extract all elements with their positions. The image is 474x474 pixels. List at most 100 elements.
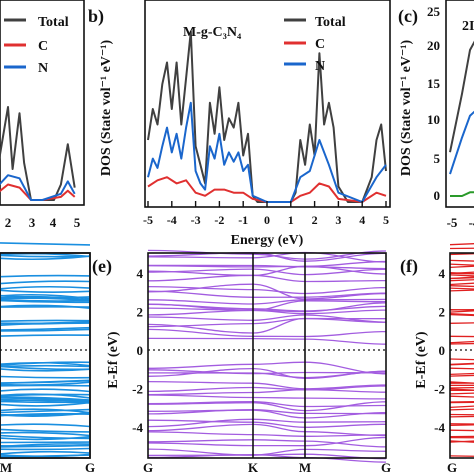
series-a-n-line [0, 174, 76, 201]
panel-e-bg [148, 253, 386, 458]
tick-y-5-0: 4 [439, 266, 446, 281]
tick-b-x-2: -3 [191, 213, 201, 227]
panel-b-xlabel: Energy (eV) [231, 233, 304, 248]
band-f-27 [449, 285, 474, 288]
band-f-0 [449, 310, 474, 313]
panel-d-frame-top [0, 252, 91, 459]
tick-a-x3: 5 [74, 215, 81, 230]
band-d-25 [0, 435, 91, 441]
panel-f-ylabel: E-Ef (eV) [414, 331, 429, 388]
band-d-46 [0, 299, 91, 304]
band-d-44 [0, 242, 91, 246]
tick-b-x-8: 3 [335, 213, 341, 227]
series-c-n-line [449, 110, 474, 175]
band-f-41 [449, 392, 474, 395]
band-e-37 [147, 260, 387, 268]
band-e-17 [147, 439, 387, 448]
tick-b-x-0: -5 [143, 213, 153, 227]
band-d-54 [0, 319, 91, 322]
band-e-26 [147, 314, 387, 323]
band-f-53 [449, 271, 474, 275]
band-f-51 [449, 362, 474, 366]
band-e-0 [147, 361, 387, 375]
tick-c-y0: 0 [434, 188, 441, 203]
tick-b-x-1: -4 [167, 213, 177, 227]
band-e-33 [147, 285, 387, 295]
panel-f: (f) E-Ef (eV) 4 2 0 -2 -4 G [400, 243, 474, 474]
band-e-21 [147, 337, 387, 345]
panel-b-xticks: -5 -4 -3 -2 -1 0 1 2 3 4 5 [143, 201, 389, 227]
band-f-49 [449, 279, 474, 282]
band-d-6 [0, 401, 91, 407]
legend-b-n-text: N [315, 59, 325, 74]
band-f-16 [449, 358, 474, 361]
tick-y-4-2: 0 [137, 343, 144, 358]
series-c-c-line [450, 191, 474, 197]
band-f-28 [449, 253, 474, 256]
band-e-20 [147, 453, 387, 463]
band-e-19 [147, 453, 387, 460]
series-b-n-line [147, 101, 387, 203]
band-f-32 [449, 342, 474, 345]
tick-y-5-4: -4 [434, 420, 445, 435]
panel-f-frame [449, 252, 474, 459]
panel-b: b) DOS (State vol⁻¹ eV⁻¹) M-g-C₃N₄ Total… [88, 0, 391, 248]
panel-e-label: (e) [92, 256, 112, 277]
band-e-29 [147, 303, 387, 312]
tick-a-x0: 2 [5, 215, 12, 230]
tick-y-4-1: 2 [137, 304, 144, 319]
series-a-c-line [0, 183, 76, 201]
legend-b-c-text: C [315, 37, 325, 52]
band-d-18 [0, 434, 91, 440]
band-d-26 [0, 375, 91, 379]
band-e-36 [147, 265, 387, 277]
panel-a-frame [0, 0, 85, 206]
band-e-41 [147, 249, 387, 260]
panel-b-series [147, 30, 387, 203]
tick-c-y20: 20 [427, 38, 440, 53]
band-d-31 [0, 393, 91, 397]
band-f-37 [449, 259, 474, 262]
band-e-22 [147, 328, 387, 338]
band-f-18 [449, 374, 474, 377]
legend-a-n-text: N [38, 61, 48, 76]
band-e-32 [147, 290, 387, 298]
panel-a-series [0, 106, 76, 201]
tick-b-x-4: -1 [238, 213, 248, 227]
band-f-22 [449, 405, 474, 409]
band-f-50 [449, 289, 474, 292]
panel-e-bands [147, 249, 387, 463]
panel-e-ylabel: E-Ef (eV) [106, 331, 121, 388]
panel-c-frame [445, 0, 474, 208]
band-d-47 [0, 294, 91, 299]
band-e-11 [147, 409, 387, 415]
band-e-16 [147, 436, 387, 447]
band-f-11 [449, 408, 474, 411]
panel-d-bands [0, 242, 91, 458]
panel-f-label: (f) [400, 256, 418, 277]
band-d-20 [0, 334, 91, 337]
tick-c-x0: -5 [447, 215, 458, 230]
tick-f-x0: G [447, 460, 457, 474]
band-e-13 [147, 418, 387, 428]
tick-y-5-1: 2 [439, 304, 446, 319]
panel-a: Total C N 2 3 4 5 [0, 0, 85, 230]
tick-e-k0: G [143, 460, 153, 474]
band-f-38 [449, 282, 474, 286]
tick-e-k2: M [299, 460, 311, 474]
tick-c-y15: 15 [427, 76, 441, 91]
band-f-31 [449, 388, 474, 391]
panel-c-series [449, 40, 474, 197]
band-f-34 [449, 322, 474, 324]
band-f-33 [449, 440, 474, 443]
panel-d-frame [0, 252, 91, 459]
band-f-44 [449, 367, 474, 370]
band-e-27 [147, 302, 387, 313]
band-d-49 [0, 320, 91, 325]
band-f-52 [449, 277, 474, 280]
band-e-7 [147, 388, 387, 396]
band-d-34 [0, 399, 91, 404]
band-d-55 [0, 280, 91, 285]
panel-e: (e) E-Ef (eV) 4 2 0 -2 -4 G K M G [92, 249, 391, 474]
